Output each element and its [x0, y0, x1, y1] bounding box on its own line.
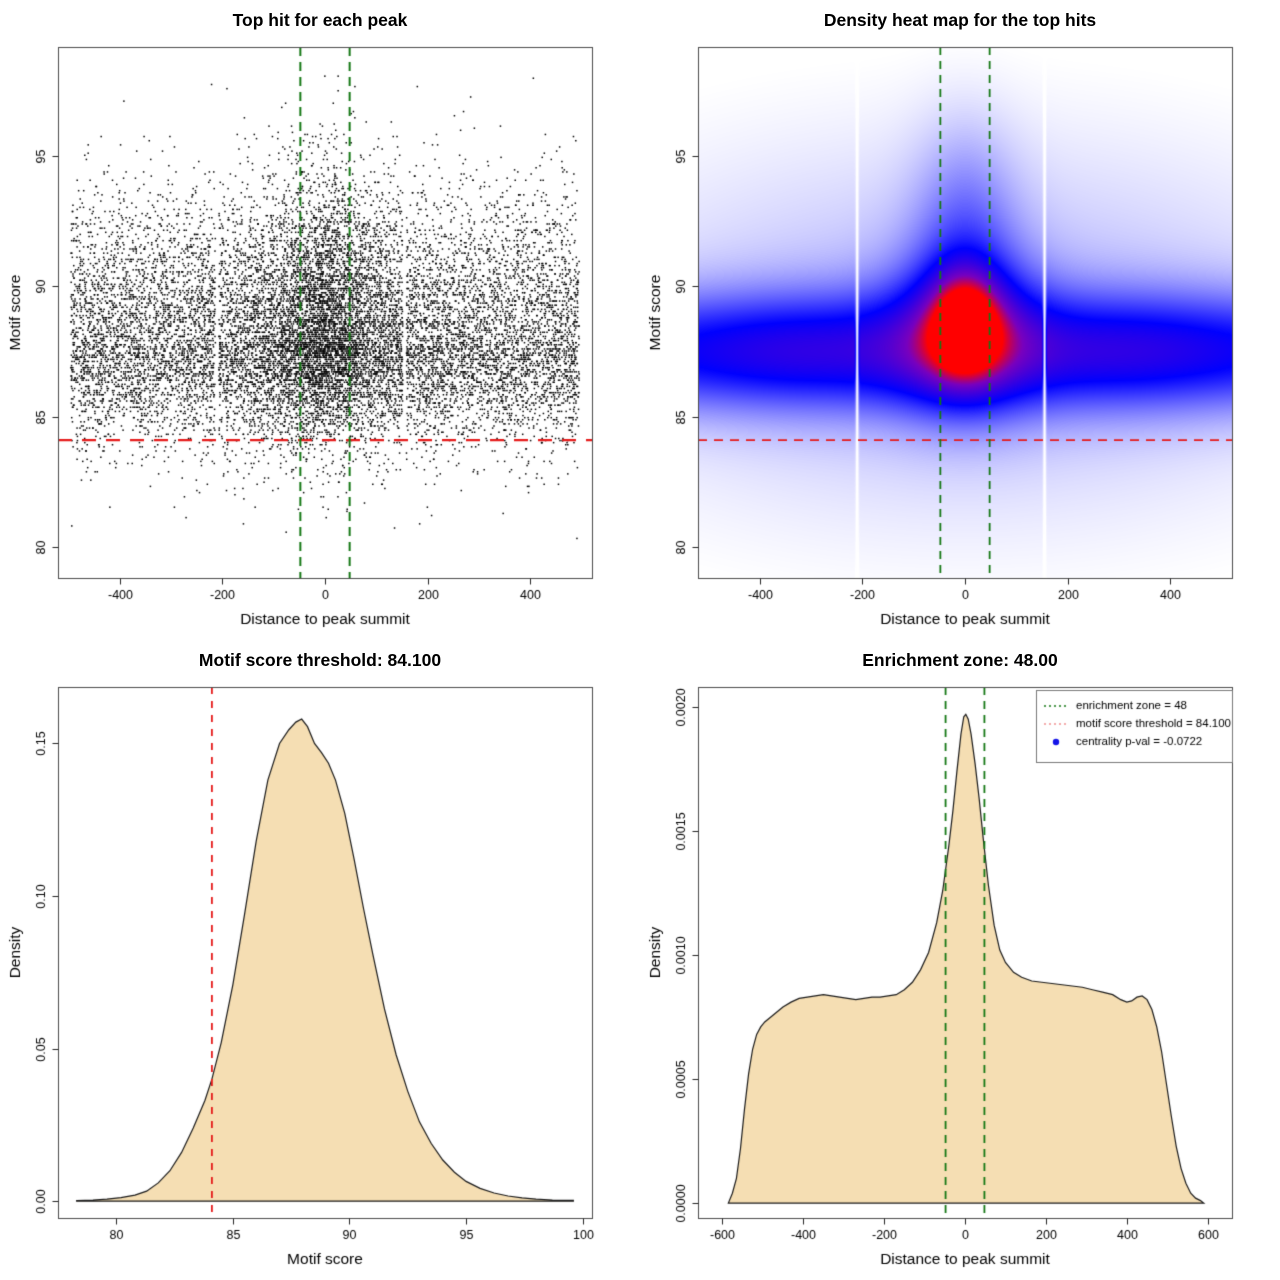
motif-density-title: Motif score threshold: 84.100 [198, 650, 442, 670]
heatmap-title: Density heat map for the top hits [823, 10, 1097, 30]
panel-top-hit-scatter: Top hit for each peak [0, 0, 640, 640]
panel-density-heatmap: Density heat map for the top hits [640, 0, 1280, 640]
scatter-title: Top hit for each peak [232, 10, 408, 30]
panel-enrichment-zone-density: Enrichment zone: 48.00 [640, 640, 1280, 1280]
enrichment-title: Enrichment zone: 48.00 [862, 650, 1058, 670]
enrichment-density-canvas [640, 640, 1280, 1280]
motif-density-canvas [0, 640, 640, 1280]
panel-motif-score-density: Motif score threshold: 84.100 [0, 640, 640, 1280]
scatter-plot-canvas [0, 0, 640, 640]
heatmap-canvas [640, 0, 1280, 640]
